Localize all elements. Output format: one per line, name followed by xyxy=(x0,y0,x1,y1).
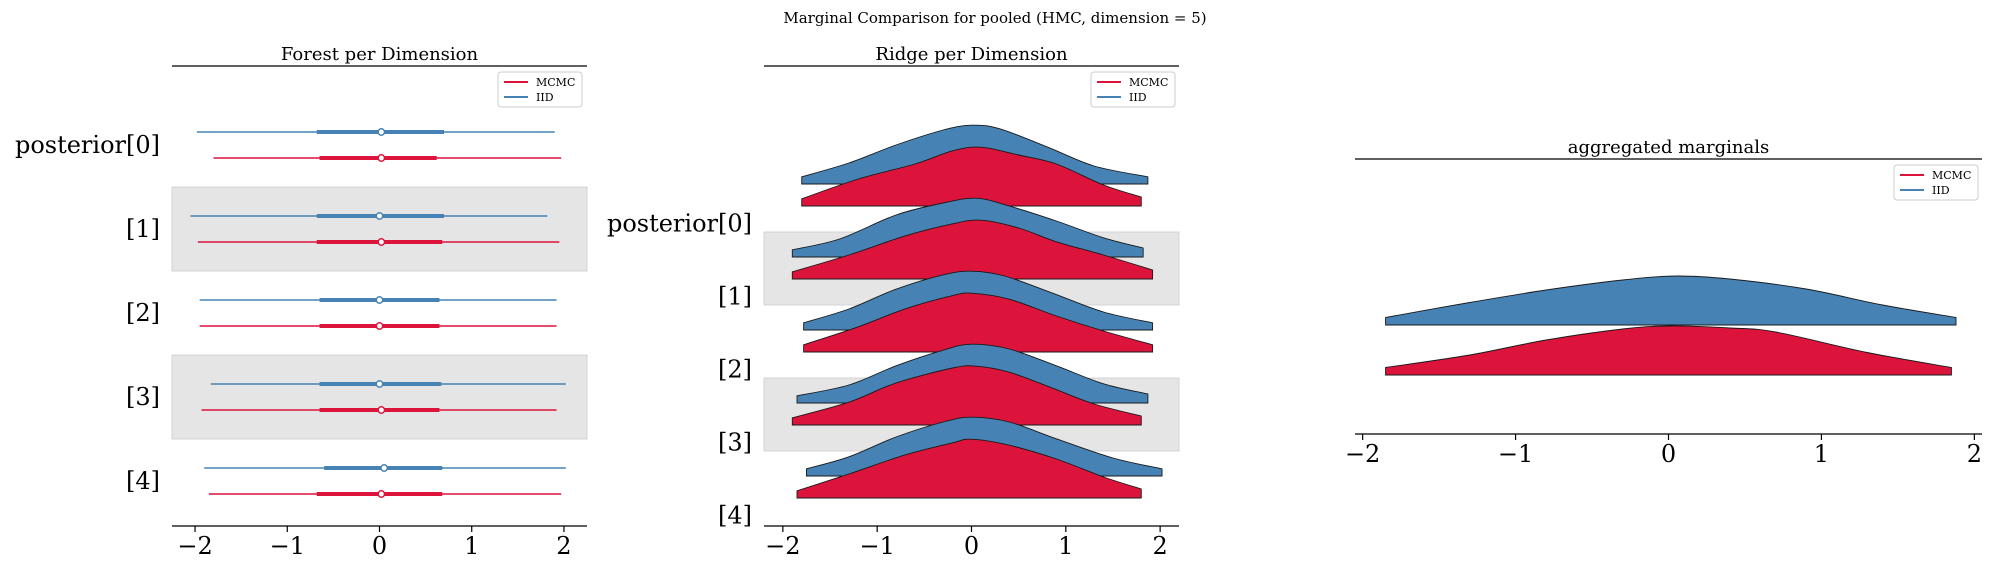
y-label: [4] xyxy=(718,502,752,530)
panel-title: aggregated marginals xyxy=(1568,137,1769,158)
x-tick-label: 2 xyxy=(1152,532,1167,560)
legend-box xyxy=(1090,71,1176,108)
x-tick-label: 0 xyxy=(964,532,979,560)
legend-box xyxy=(1893,164,1979,201)
figure-title: Marginal Comparison for pooled (HMC, dim… xyxy=(783,9,1206,27)
aggregated-panel: aggregated marginals MCMC IID −2 −1 0 1 2 xyxy=(1345,137,1982,468)
x-tick-label: −2 xyxy=(1345,440,1380,468)
forest-median-iid xyxy=(375,296,384,304)
ridge-mcmc xyxy=(801,146,1142,207)
forest-panel: Forest per Dimension posterior[0] [1] [2] [3… xyxy=(15,44,588,560)
ridge-iid xyxy=(1385,275,1957,326)
legend-label-iid: IID xyxy=(1932,184,1950,197)
ridge-mcmc xyxy=(791,219,1154,280)
legend-label-iid: IID xyxy=(1129,91,1147,104)
y-label: [1] xyxy=(718,283,752,311)
forest-median-mcmc xyxy=(377,154,386,162)
y-label: [3] xyxy=(126,383,160,411)
y-label: [1] xyxy=(126,215,160,243)
forest-median-iid xyxy=(377,128,386,136)
x-tick-label: 1 xyxy=(1814,440,1829,468)
x-tick-label: −1 xyxy=(270,532,305,560)
panel-title: Forest per Dimension xyxy=(281,44,479,65)
forest-median-mcmc xyxy=(377,490,386,498)
forest-median-iid xyxy=(375,380,384,388)
legend-label-mcmc: MCMC xyxy=(1932,169,1971,182)
y-label: [2] xyxy=(126,299,160,327)
y-label: posterior[0] xyxy=(15,131,160,159)
row-band xyxy=(171,354,588,440)
y-label: [3] xyxy=(718,429,752,457)
ridge-mcmc xyxy=(803,292,1154,353)
y-label: posterior[0] xyxy=(607,210,752,238)
x-tick-label: 1 xyxy=(464,532,479,560)
x-tick-label: −1 xyxy=(859,532,894,560)
forest-median-iid xyxy=(380,464,389,472)
ridge-mcmc xyxy=(796,438,1142,499)
forest-median-mcmc xyxy=(377,238,386,246)
ridge-mcmc xyxy=(1385,325,1952,376)
x-tick-label: −1 xyxy=(1498,440,1533,468)
forest-median-mcmc xyxy=(377,406,386,414)
ridge-panel: Ridge per Dimension posterior[0] [1] [2] [3]… xyxy=(607,44,1180,560)
legend-label-iid: IID xyxy=(536,91,554,104)
ridge-mcmc xyxy=(791,365,1142,426)
x-tick-label: −2 xyxy=(177,532,212,560)
x-tick-label: 1 xyxy=(1058,532,1073,560)
x-tick-label: 0 xyxy=(1661,440,1676,468)
legend-box xyxy=(497,71,583,108)
y-label: [2] xyxy=(718,356,752,384)
panel-title: Ridge per Dimension xyxy=(875,44,1068,65)
panels: Forest per Dimension posterior[0] [1] [2] [3… xyxy=(15,44,1982,560)
legend-label-mcmc: MCMC xyxy=(1129,76,1168,89)
legend-label-mcmc: MCMC xyxy=(536,76,575,89)
row-band xyxy=(171,186,588,272)
x-tick-label: 0 xyxy=(372,532,387,560)
forest-median-iid xyxy=(375,212,384,220)
forest-median-mcmc xyxy=(375,322,384,330)
y-label: [4] xyxy=(126,467,160,495)
x-tick-label: 2 xyxy=(556,532,571,560)
x-tick-label: 2 xyxy=(1967,440,1982,468)
x-tick-label: −2 xyxy=(765,532,800,560)
